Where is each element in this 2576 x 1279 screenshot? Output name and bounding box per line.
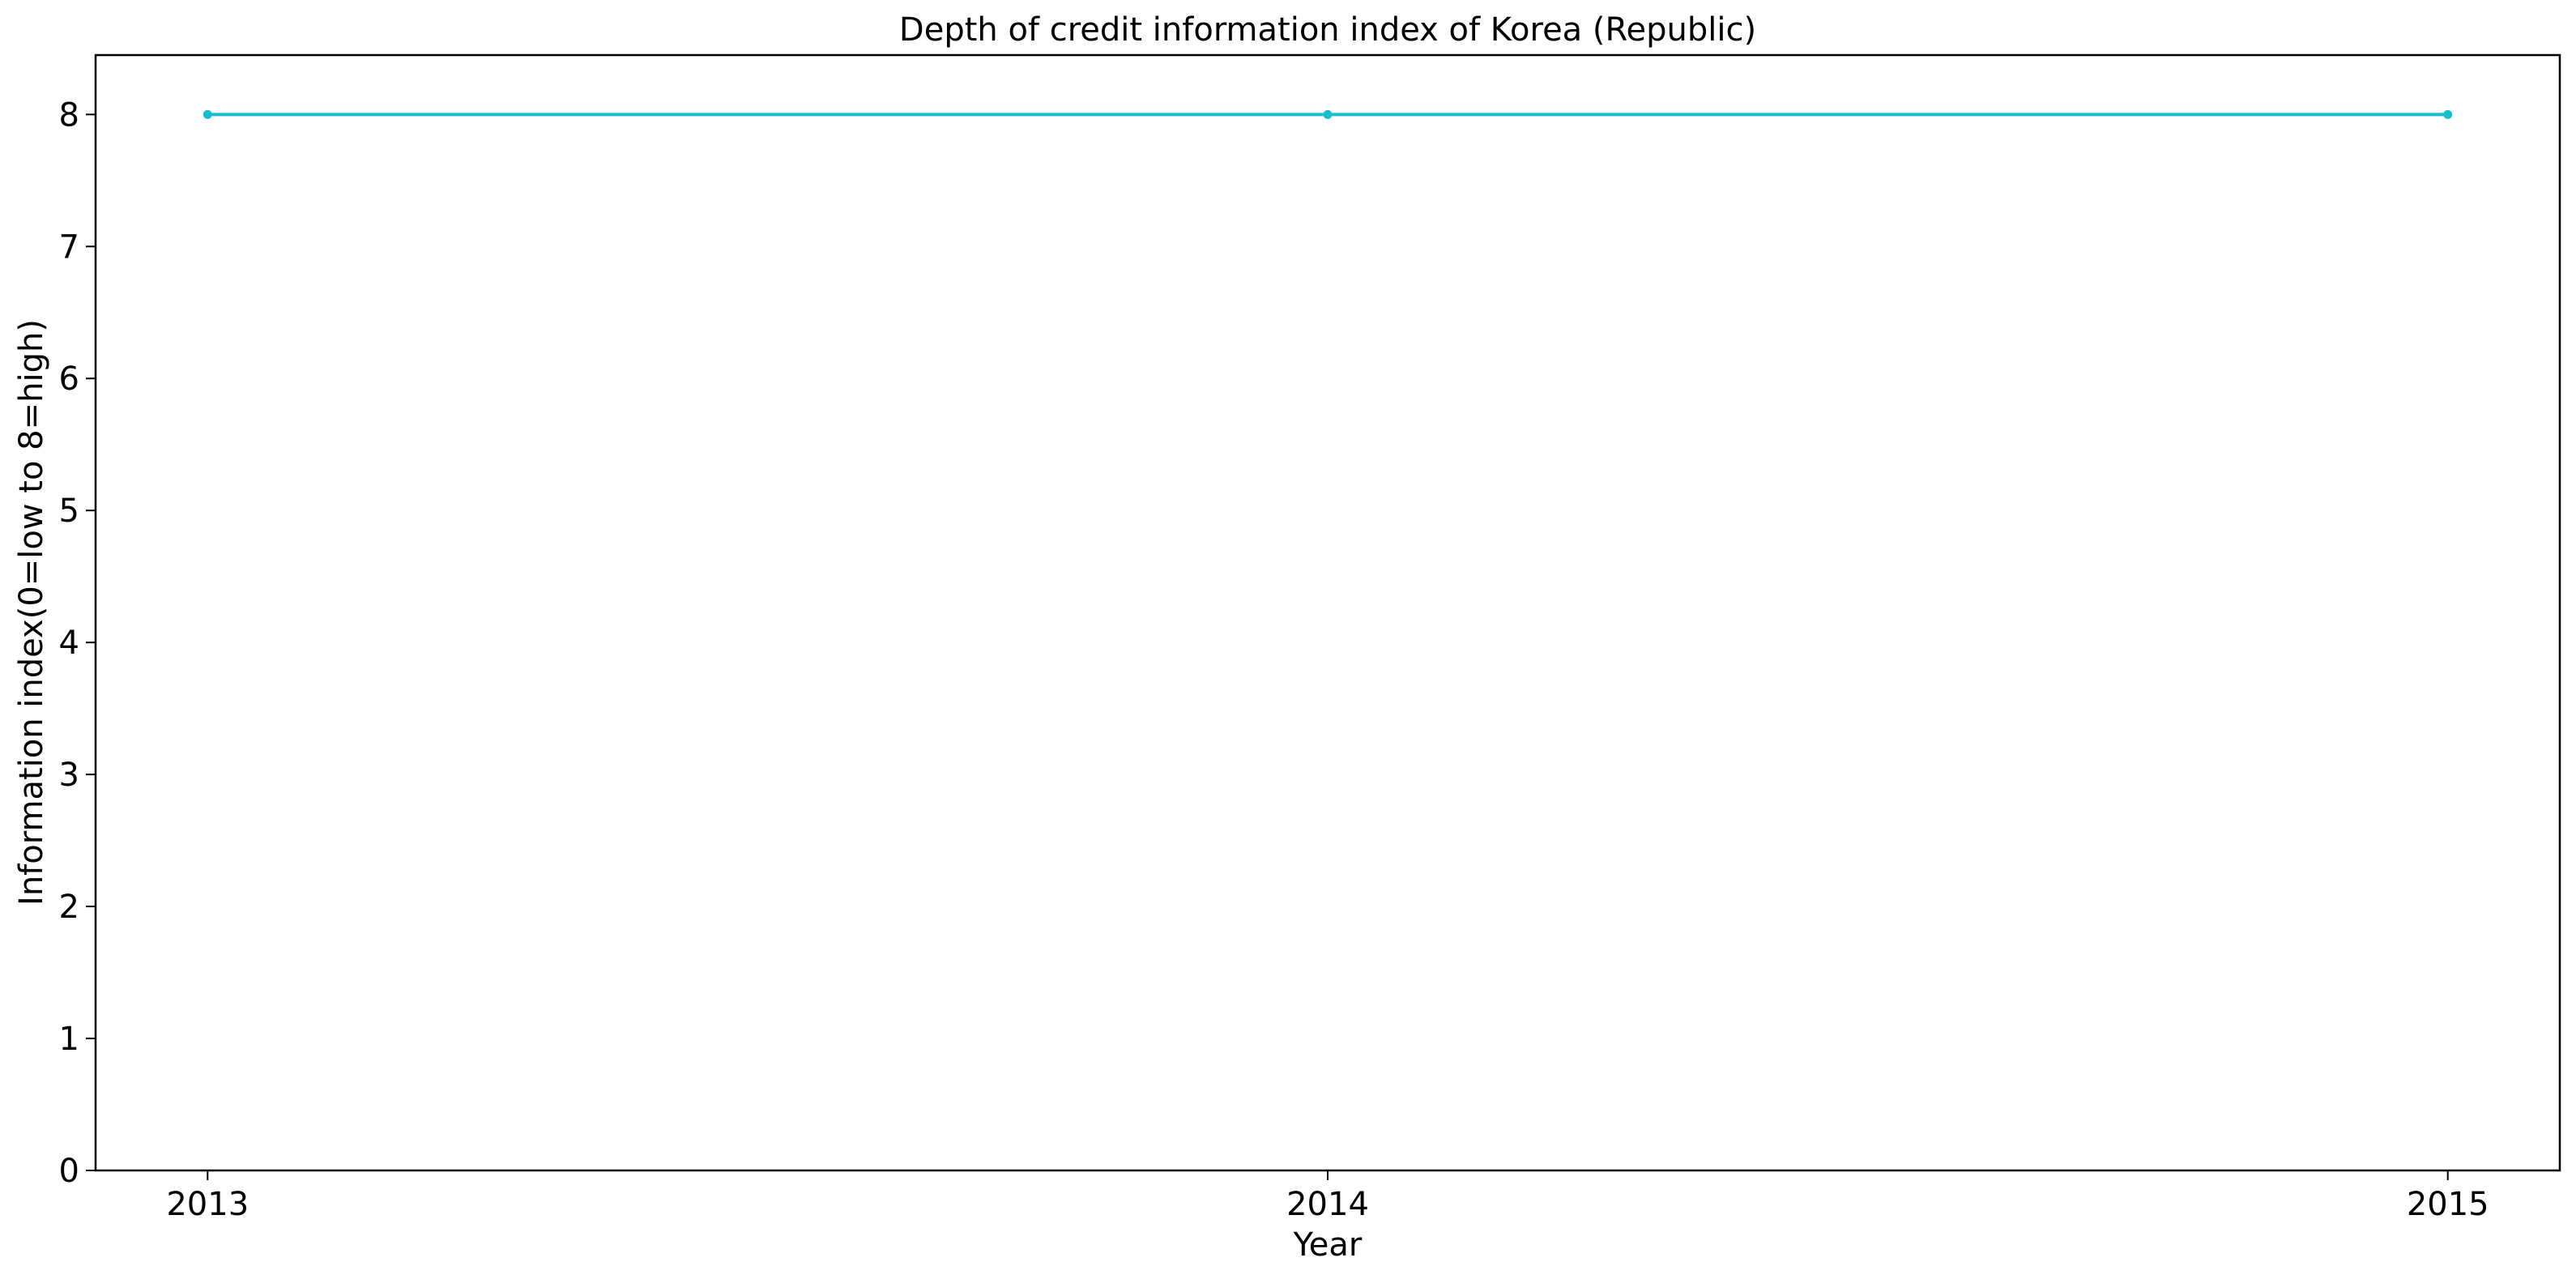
y-tick-label: 7: [59, 228, 79, 266]
data-point: [203, 109, 212, 119]
x-axis: 2013 2014 2015: [166, 1170, 2489, 1223]
y-tick-label: 5: [59, 492, 79, 530]
y-tick-label: 3: [59, 757, 79, 794]
data-point: [1323, 109, 1333, 119]
y-tick-label: 0: [59, 1153, 79, 1190]
chart-title: Depth of credit information index of Kor…: [899, 11, 1756, 49]
y-tick-label: 1: [59, 1021, 79, 1058]
x-tick-label: 2013: [166, 1186, 249, 1223]
series-layer: [203, 109, 2453, 119]
y-axis: 0 1 2 3 4 5 6 7 8: [59, 96, 96, 1190]
y-tick-label: 6: [59, 360, 79, 398]
x-tick-label: 2014: [1286, 1186, 1369, 1223]
x-tick-label: 2015: [2407, 1186, 2489, 1223]
y-axis-label: Information index(0=low to 8=high): [13, 319, 50, 906]
y-tick-label: 2: [59, 889, 79, 926]
x-axis-label: Year: [1293, 1226, 1363, 1264]
y-tick-label: 4: [59, 625, 79, 662]
data-point: [2443, 109, 2453, 119]
y-tick-label: 8: [59, 96, 79, 134]
